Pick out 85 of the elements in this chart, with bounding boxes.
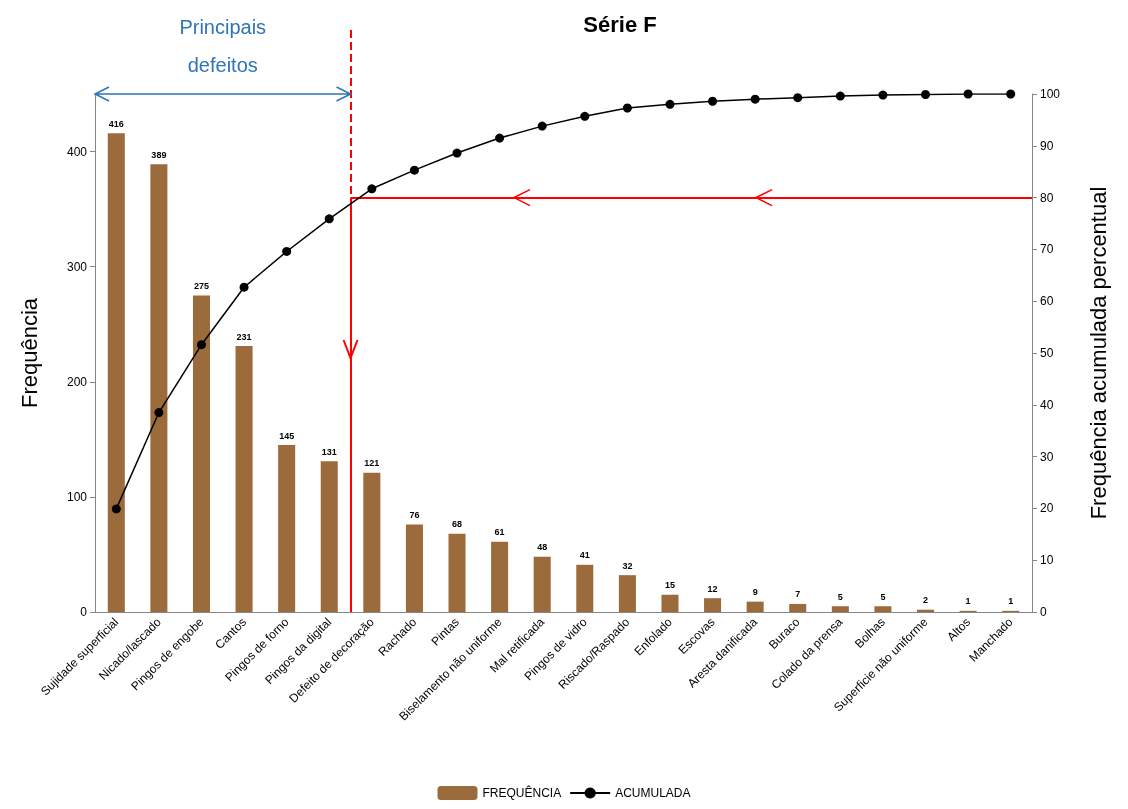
bar [235,346,253,612]
data-label: 275 [193,280,209,291]
point [750,94,760,104]
point [793,93,803,103]
point [196,340,206,350]
data-label: 145 [279,430,295,441]
data-label: 121 [364,458,380,469]
point [154,408,164,418]
y-tick-label: 400 [66,144,88,159]
bar [746,601,764,612]
data-label: 12 [707,583,718,594]
bar [831,606,849,612]
bar [448,533,466,612]
point [111,504,121,514]
y2-tick-label: 20 [1040,501,1054,516]
data-label: 5 [837,591,843,602]
data-label: 15 [664,580,675,591]
bar [150,164,168,612]
legend-label: ACUMULADA [615,786,691,800]
bar [320,461,338,612]
bar [107,133,125,612]
y-tick-label: 300 [66,259,88,274]
y2-tick-label: 90 [1040,138,1054,153]
data-label: 131 [321,446,337,457]
point [282,246,292,256]
y-tick-label: 200 [66,374,88,389]
bar [704,598,722,612]
data-label: 9 [752,587,758,598]
y-tick-label: 0 [80,605,88,619]
chart-title: Série F [583,11,657,37]
data-label: 68 [452,519,463,530]
data-label: 48 [537,542,548,553]
legend-label: FREQUÊNCIA [482,785,562,800]
data-label: 61 [494,527,505,538]
y2-tick-label: 0 [1040,605,1047,619]
y-axis-title: Frequência [16,297,42,409]
data-label: 2 [923,595,929,606]
point [622,103,632,113]
point [537,121,547,131]
point [409,165,419,175]
y2-tick-label: 60 [1040,294,1054,309]
bar [576,564,594,612]
bar [405,524,423,612]
bar [192,295,210,612]
data-label: 389 [151,149,167,160]
point [239,282,249,292]
bar [789,603,807,612]
bar [533,556,551,612]
data-label: 32 [622,560,633,571]
y2-tick-label: 30 [1040,449,1054,464]
data-label: 76 [409,510,420,521]
point [921,90,931,100]
point [452,148,462,158]
bar [874,606,892,612]
bar [661,594,679,612]
point [835,91,845,101]
data-label: 416 [108,118,124,129]
data-label: 231 [236,331,252,342]
y2-tick-label: 80 [1040,190,1054,205]
y2-tick-label: 50 [1040,346,1054,360]
data-label: 1 [1008,596,1014,607]
point [1006,89,1016,99]
bar [278,445,296,612]
point [963,89,973,99]
y2-tick-label: 10 [1040,553,1054,568]
data-label: 41 [579,550,590,561]
point [580,111,590,121]
point [878,90,888,100]
y2-tick-label: 40 [1040,397,1054,412]
point [708,96,718,106]
y2-axis-title: Frequência acumulada percentual [1085,186,1111,520]
text: Principais defeitos [178,15,268,78]
data-label: 7 [795,589,801,600]
y2-tick-label: 70 [1040,242,1054,257]
point [324,214,334,224]
bar [491,541,509,612]
bar [618,575,636,612]
point [367,184,377,194]
data-label: 5 [880,591,886,602]
y-tick-label: 100 [66,489,88,504]
point [665,99,675,109]
data-label: 1 [965,596,971,607]
point [495,133,505,143]
y2-tick-label: 100 [1040,87,1061,101]
bar [363,472,381,612]
